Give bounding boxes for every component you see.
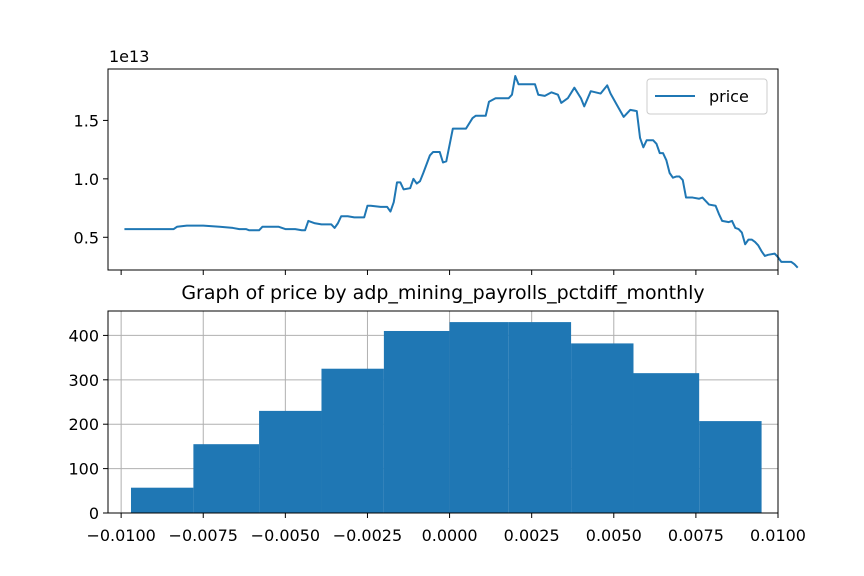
line-y-tick-label: 1.0 [74,170,99,189]
histogram-axes: 0 100 200 300 400 −0.0100 −0.0075 −0.0050 −0.002… [68,310,806,545]
hist-x-tick-label: −0.0100 [86,526,155,545]
line-plot-frame [107,68,779,271]
hist-x-tick-label: −0.0050 [251,526,320,545]
hist-y-tick-label: 200 [68,415,99,434]
histogram-bar [383,330,450,513]
legend-price-label: price [709,87,749,106]
histogram-bar [259,410,322,513]
hist-y-tick-label: 300 [68,371,99,390]
histogram-bar [130,487,194,513]
legend-box [646,78,768,115]
legend: price [646,78,768,115]
histogram-bars [130,322,762,513]
histogram-bar [193,444,260,513]
line-y-tick-label: 0.5 [74,228,99,247]
hist-y-tick-label: 100 [68,460,99,479]
hist-y-tick-label: 400 [68,326,99,345]
line-plot-layer [124,75,799,269]
hist-x-tick-label: 0.0025 [504,526,560,545]
histogram-bar [633,373,700,513]
histogram-bar [449,322,509,513]
y-axis-offset-label: 1e13 [109,47,149,66]
histogram-bar [508,322,572,513]
histogram-bar [321,368,384,513]
hist-x-tick-label: 0.0100 [750,526,806,545]
histogram-plot-frame [107,310,779,514]
hist-x-tick-label: 0.0075 [668,526,724,545]
histogram-title: Graph of price by adp_mining_payrolls_pc… [181,282,704,304]
series-line-price [124,75,799,269]
hist-x-tick-label: 0.0000 [422,526,478,545]
line-axis-layer: 0.5 1.0 1.5 [74,68,779,275]
hist-x-tick-label: −0.0025 [333,526,402,545]
histogram-bar [699,421,762,513]
histogram-bar [571,343,634,513]
hist-x-tick-label: −0.0075 [169,526,238,545]
line-chart-panel: 0.5 1.0 1.5 1e13 price [74,47,799,275]
hist-x-tick-label: 0.0050 [586,526,642,545]
histogram-panel: Graph of price by adp_mining_payrolls_pc… [68,282,806,545]
line-y-tick-label: 1.5 [74,111,99,130]
hist-y-tick-label: 0 [89,504,99,523]
